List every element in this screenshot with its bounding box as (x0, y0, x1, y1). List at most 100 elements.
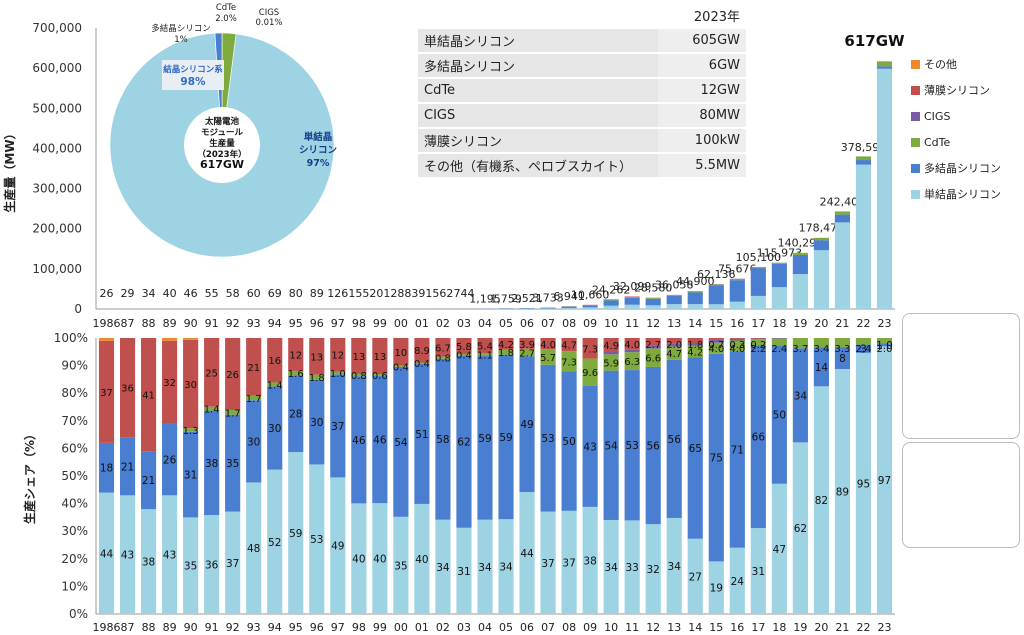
share-bar-segment (225, 511, 241, 614)
bottom-xtick-label: 15 (709, 621, 723, 634)
pie-cdte-label: CdTe (216, 3, 236, 13)
share-data-label: 46 (352, 435, 366, 447)
bottom-y-axis-label: 生産シェア（%） (22, 428, 37, 524)
share-data-label: 5.8 (456, 342, 472, 353)
top-total-label: 10,660 (571, 289, 610, 302)
share-bar-segment (372, 374, 388, 376)
table-key: 単結晶シリコン (418, 28, 658, 54)
share-bar-segment (687, 343, 703, 346)
top-total-label: 26 (100, 287, 114, 300)
share-bar-segment (687, 357, 703, 539)
bottom-ytick-label: 30% (61, 524, 88, 538)
share-data-label: 31 (752, 566, 765, 578)
share-bar-segment (540, 364, 556, 512)
share-data-label: 37 (541, 558, 554, 570)
share-data-label: 49 (520, 419, 533, 431)
top-ytick-label: 200,000 (32, 222, 82, 236)
bottom-xtick-label: 19 (793, 621, 807, 634)
top-total-label: 6,941 (553, 290, 585, 303)
top-bar-segment (708, 285, 724, 305)
share-bar-segment (540, 338, 556, 350)
top-ytick-label: 400,000 (32, 141, 82, 155)
bottom-xtick-label: 22 (856, 621, 870, 634)
share-bar-segment (372, 375, 388, 504)
top-bar-segment (540, 307, 556, 309)
share-bar-segment (372, 338, 388, 375)
share-bar-segment (624, 349, 640, 353)
share-data-label: 59 (499, 432, 512, 444)
share-bar-segment (708, 338, 724, 340)
share-bar-segment (645, 338, 661, 346)
share-data-label: 48 (247, 543, 260, 555)
share-bar-segment (729, 338, 745, 339)
share-bar-segment (603, 519, 619, 614)
share-bar-segment (309, 379, 325, 465)
share-bar-segment (435, 519, 451, 614)
share-bar-segment (309, 374, 325, 380)
share-data-label: 25 (205, 368, 218, 379)
share-bar-segment (204, 515, 220, 614)
top-xtick-label: 05 (499, 317, 513, 330)
top-total-label: 155 (348, 287, 369, 300)
share-bar-segment (98, 340, 115, 443)
share-data-label: 13 (310, 352, 323, 363)
share-bar-segment (687, 538, 703, 614)
top-total-label: 89 (310, 287, 324, 300)
share-bar-segment (834, 347, 851, 370)
share-data-label: 24 (731, 576, 745, 588)
top-bar-segment (561, 307, 577, 309)
share-data-label: 2.0 (666, 340, 682, 351)
share-data-label: 41 (142, 391, 155, 402)
share-data-label: 34 (604, 562, 618, 574)
share-bar-segment (624, 338, 640, 350)
share-data-label: 3.4 (813, 344, 829, 355)
top-xtick-label: 01 (415, 317, 429, 330)
bottom-xtick-label: 1986 (93, 621, 121, 634)
pie-poly-label: 多結晶シリコン (151, 23, 211, 34)
bottom-xtick-label: 09 (583, 621, 597, 634)
top-xtick-label: 14 (688, 317, 702, 330)
top-xtick-label: 19 (793, 317, 807, 330)
top-bar-segment (645, 298, 661, 299)
share-bar-segment (414, 362, 430, 364)
top-bar-segment (813, 250, 829, 309)
share-data-label: 1.1 (477, 351, 493, 362)
share-data-label: 56 (668, 434, 682, 446)
share-bar-segment (309, 338, 325, 375)
share-bar-segment (456, 338, 472, 355)
share-bar-segment (414, 338, 430, 363)
top-xtick-label: 11 (625, 317, 639, 330)
share-bar-segment (540, 349, 556, 365)
share-bar-segment (393, 366, 409, 517)
top-xtick-label: 96 (310, 317, 324, 330)
share-bar-segment (288, 375, 304, 453)
share-data-label: 2.4 (771, 344, 787, 355)
share-bar-segment (666, 346, 682, 360)
share-bar-segment (729, 340, 745, 352)
share-bar-segment (98, 492, 115, 614)
bottom-ytick-label: 10% (61, 579, 88, 593)
top-bar-segment (813, 240, 829, 251)
bottom-xtick-label: 04 (478, 621, 492, 634)
bottom-ytick-label: 80% (61, 386, 88, 400)
share-bar-segment (477, 356, 493, 520)
table-key: CdTe (418, 78, 658, 104)
top-total-label: 80 (289, 287, 303, 300)
share-bar-segment (834, 369, 851, 614)
top-total-label: 34 (142, 287, 156, 300)
share-data-label: 36 (205, 560, 219, 572)
share-bar-segment (372, 503, 388, 614)
table-key: その他（有機系、ペロブスカイト） (418, 153, 658, 179)
share-data-label: 8 (839, 353, 846, 365)
share-data-label: 4.0 (624, 340, 640, 351)
share-bar-segment (246, 482, 262, 614)
share-bar-segment (603, 351, 619, 355)
top-legend-swatch (911, 86, 920, 95)
share-bar-segment (435, 358, 451, 520)
pie-poly-label: 1% (174, 35, 188, 45)
share-data-label: 4.9 (603, 341, 619, 352)
top-total-label: 115,973 (757, 246, 803, 259)
share-bar-segment (855, 338, 872, 345)
top-bar-segment (729, 278, 745, 281)
